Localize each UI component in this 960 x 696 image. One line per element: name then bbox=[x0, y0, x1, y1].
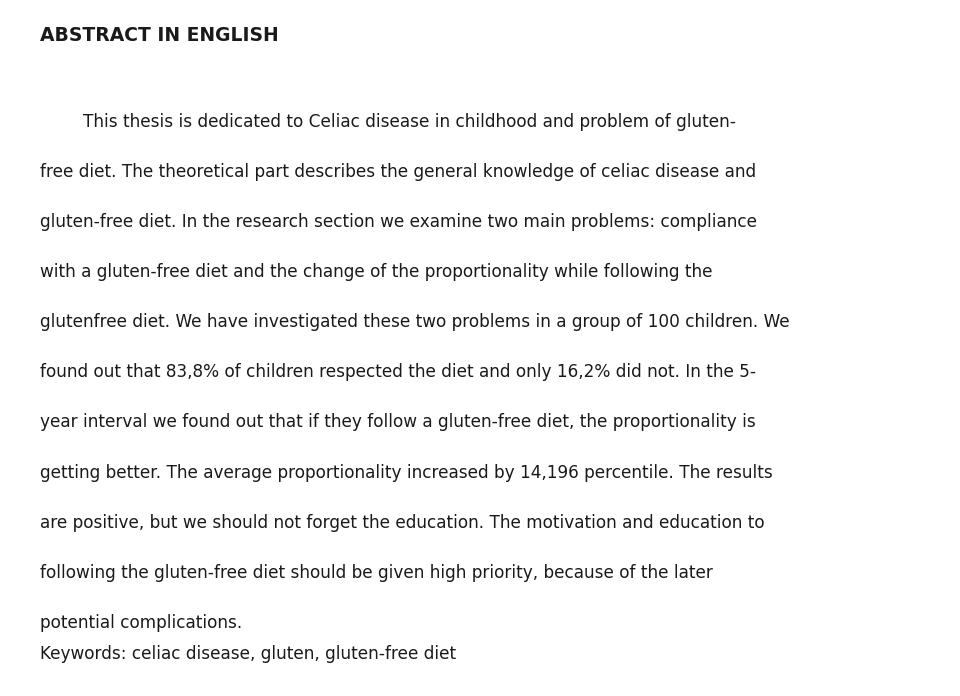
Text: potential complications.: potential complications. bbox=[40, 614, 243, 632]
Text: This thesis is dedicated to Celiac disease in childhood and problem of gluten-: This thesis is dedicated to Celiac disea… bbox=[40, 113, 736, 131]
Text: getting better. The average proportionality increased by 14,196 percentile. The : getting better. The average proportional… bbox=[40, 464, 773, 482]
Text: free diet. The theoretical part describes the general knowledge of celiac diseas: free diet. The theoretical part describe… bbox=[40, 163, 756, 181]
Text: found out that 83,8% of children respected the diet and only 16,2% did not. In t: found out that 83,8% of children respect… bbox=[40, 363, 756, 381]
Text: are positive, but we should not forget the education. The motivation and educati: are positive, but we should not forget t… bbox=[40, 514, 765, 532]
Text: ABSTRACT IN ENGLISH: ABSTRACT IN ENGLISH bbox=[40, 26, 279, 45]
Text: following the gluten-free diet should be given high priority, because of the lat: following the gluten-free diet should be… bbox=[40, 564, 713, 582]
Text: with a gluten-free diet and the change of the proportionality while following th: with a gluten-free diet and the change o… bbox=[40, 263, 713, 281]
Text: gluten-free diet. In the research section we examine two main problems: complian: gluten-free diet. In the research sectio… bbox=[40, 213, 757, 231]
Text: Keywords: celiac disease, gluten, gluten-free diet: Keywords: celiac disease, gluten, gluten… bbox=[40, 644, 456, 663]
Text: year interval we found out that if they follow a gluten-free diet, the proportio: year interval we found out that if they … bbox=[40, 413, 756, 432]
Text: glutenfree diet. We have investigated these two problems in a group of 100 child: glutenfree diet. We have investigated th… bbox=[40, 313, 790, 331]
